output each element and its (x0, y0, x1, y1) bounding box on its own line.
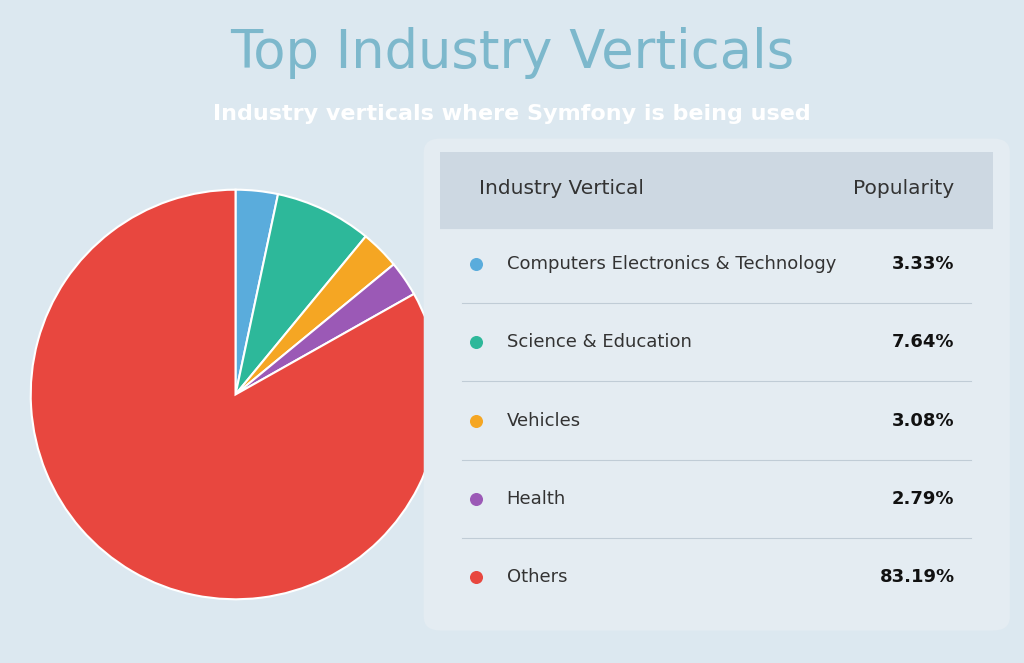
Point (468, 572, 484, 583)
Text: 2.79%: 2.79% (892, 490, 954, 508)
Wedge shape (236, 194, 366, 394)
Text: Health: Health (507, 490, 566, 508)
Text: Industry verticals where Symfony is being used: Industry verticals where Symfony is bein… (213, 104, 811, 124)
Text: Industry Vertical: Industry Vertical (479, 179, 644, 198)
Text: 7.64%: 7.64% (892, 333, 954, 351)
Point (468, 259, 484, 269)
Text: Top Industry Verticals: Top Industry Verticals (229, 27, 795, 79)
Wedge shape (236, 190, 279, 394)
Text: 83.19%: 83.19% (880, 568, 954, 586)
Wedge shape (236, 265, 414, 394)
Text: 3.33%: 3.33% (892, 255, 954, 272)
Text: Vehicles: Vehicles (507, 412, 581, 430)
Text: Others: Others (507, 568, 567, 586)
Wedge shape (236, 237, 393, 394)
Text: 3.08%: 3.08% (892, 412, 954, 430)
Point (468, 494, 484, 505)
FancyBboxPatch shape (424, 139, 1010, 631)
Point (468, 415, 484, 426)
Text: Popularity: Popularity (853, 179, 954, 198)
Wedge shape (31, 190, 440, 599)
Text: Science & Education: Science & Education (507, 333, 691, 351)
FancyBboxPatch shape (435, 148, 998, 229)
Text: Computers Electronics & Technology: Computers Electronics & Technology (507, 255, 836, 272)
Point (468, 337, 484, 347)
